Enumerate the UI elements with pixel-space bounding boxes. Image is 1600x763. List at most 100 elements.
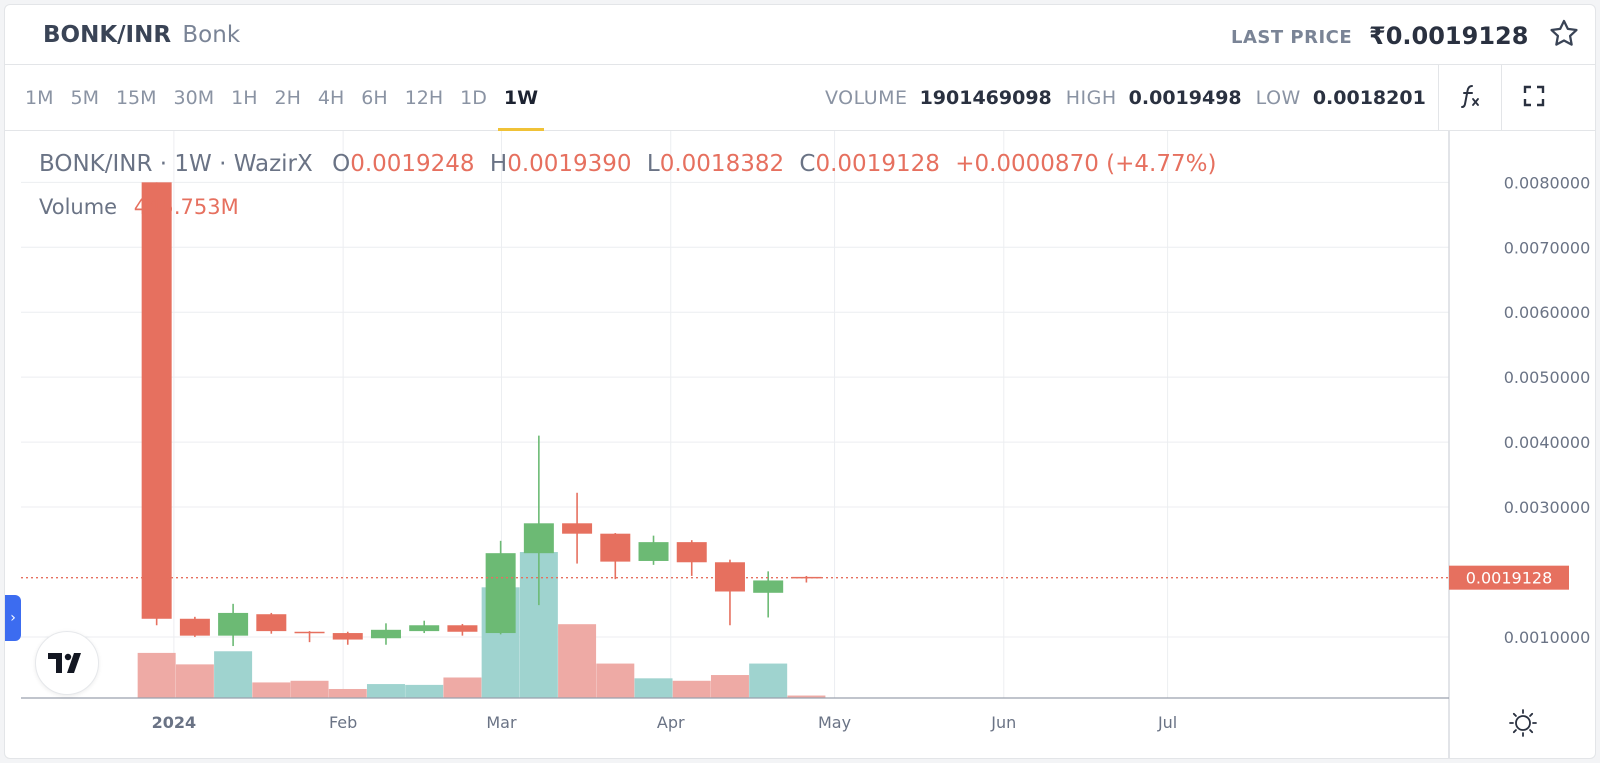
toolbar-divider (1438, 65, 1439, 131)
interval-2h[interactable]: 2H (274, 87, 301, 109)
volume-legend-value: 445.753M (133, 195, 239, 219)
volume-legend: Volume 445.753M (39, 195, 239, 219)
candle-body (753, 580, 784, 593)
interval-1m[interactable]: 1M (25, 87, 54, 109)
high-stat-value: 0.0019498 (1128, 87, 1242, 109)
close-label: C (799, 151, 816, 177)
volume-bar (710, 675, 749, 698)
last-price-tag-bg (1449, 565, 1569, 590)
time-axis: 2024 Feb Mar Apr May Jun Jul (152, 709, 1537, 737)
price-tick-label: 0.0080000 (1504, 173, 1591, 192)
chevron-right-icon[interactable]: › (5, 595, 21, 641)
star-icon[interactable] (1547, 17, 1581, 51)
candle-body (485, 553, 516, 634)
interval-1w[interactable]: 1W (497, 65, 545, 131)
ohlc-legend: BONK/INR · 1W · WazirX O0.0019248 H0.001… (39, 151, 1216, 177)
high-value: 0.0019390 (507, 151, 632, 177)
pair-name: Bonk (182, 22, 241, 48)
volume-bar (672, 680, 711, 698)
candle-body (600, 533, 631, 562)
volume-bar (175, 664, 214, 698)
fullscreen-button[interactable] (1503, 65, 1565, 131)
time-tick-label: Mar (486, 713, 517, 732)
candle-body (676, 542, 707, 563)
tradingview-logo-icon (48, 653, 81, 673)
time-tick-label: Feb (329, 713, 357, 732)
volume-bar (443, 677, 482, 698)
volume-bar (634, 678, 673, 698)
change-value: +0.0000870 (+4.77%) (955, 151, 1217, 177)
volume-bar (596, 663, 635, 698)
candle-body (256, 614, 287, 632)
interval-4h[interactable]: 4H (317, 87, 345, 109)
open-value: 0.0019248 (350, 151, 475, 177)
candle-body (638, 542, 669, 561)
indicators-button[interactable] (1439, 65, 1501, 131)
candle-body (294, 631, 325, 634)
low-label: L (646, 151, 660, 177)
pair-title: BONK/INR Bonk (43, 22, 240, 48)
time-tick-label: Apr (657, 713, 685, 732)
interval-1d[interactable]: 1D (460, 87, 487, 109)
tradingview-logo[interactable] (35, 631, 99, 695)
close-value: 0.0019128 (815, 151, 940, 177)
candlestick-chart[interactable]: 0.0080000 0.0070000 0.0060000 0.0050000 0.00… (5, 131, 1596, 759)
candle-body (179, 618, 210, 636)
candle-body (332, 633, 363, 640)
volume-bar (749, 663, 788, 698)
candle-body (562, 523, 593, 534)
volume-legend-label: Volume (39, 195, 118, 219)
price-tick-label: 0.0060000 (1504, 303, 1591, 322)
function-icon (1456, 82, 1484, 114)
candle-body (447, 625, 478, 632)
last-price-label: LAST PRICE (1231, 27, 1353, 48)
low-stat-label: LOW (1255, 87, 1301, 109)
low-stat-value: 0.0018201 (1312, 87, 1426, 109)
price-tick-label: 0.0050000 (1504, 368, 1591, 387)
interval-selector: 1M 5M 15M 30M 1H 2H 4H 6H 12H 1D 1W (25, 65, 555, 131)
interval-30m[interactable]: 30M (173, 87, 215, 109)
volume-bars (137, 552, 826, 698)
volume-bar (558, 624, 597, 698)
interval-12h[interactable]: 12H (404, 87, 444, 109)
interval-15m[interactable]: 15M (115, 87, 157, 109)
fullscreen-icon (1522, 84, 1546, 112)
price-tick-label: 0.0040000 (1504, 433, 1591, 452)
price-tick-label: 0.0010000 (1504, 628, 1591, 647)
last-price-tag-label: 0.0019128 (1466, 569, 1553, 588)
price-tick-label: 0.0030000 (1504, 498, 1591, 517)
market-stats: VOLUME 1901469098 HIGH 0.0019498 LOW 0.0… (825, 65, 1440, 131)
candle-body (218, 612, 249, 636)
price-tick-label: 0.0070000 (1504, 238, 1591, 257)
chart-widget: BONK/INR Bonk LAST PRICE ₹0.0019128 1M 5M… (4, 4, 1596, 759)
chart-toolbar: 1M 5M 15M 30M 1H 2H 4H 6H 12H 1D 1W VOLUME 1901469… (5, 65, 1595, 131)
last-price-value: ₹0.0019128 (1369, 22, 1529, 50)
volume-stat-label: VOLUME (825, 87, 908, 109)
settings-icon (1509, 709, 1537, 737)
volume-bar (137, 652, 176, 698)
candle-body (714, 562, 745, 592)
candle-body (409, 625, 440, 632)
high-label: H (489, 151, 508, 177)
legend-title: BONK/INR · 1W · WazirX (39, 151, 313, 177)
high-stat-label: HIGH (1065, 87, 1117, 109)
volume-bar (787, 695, 826, 698)
time-tick-label: 2024 (152, 713, 197, 732)
price-axis: 0.0080000 0.0070000 0.0060000 0.0050000 0.00… (1504, 173, 1591, 647)
interval-1h[interactable]: 1H (231, 87, 258, 109)
interval-5m[interactable]: 5M (70, 87, 99, 109)
candle-body (141, 182, 172, 619)
interval-6h[interactable]: 6H (361, 87, 388, 109)
candle-body (523, 523, 554, 554)
time-tick-label: Jul (1157, 713, 1177, 732)
header-bar: BONK/INR Bonk LAST PRICE ₹0.0019128 (5, 5, 1595, 65)
volume-stat-value: 1901469098 (919, 87, 1052, 109)
volume-bar (252, 682, 291, 698)
last-price-tag: 0.0019128 (1449, 565, 1569, 590)
toolbar-divider (1501, 65, 1502, 131)
candle-body (370, 629, 401, 639)
volume-bar (366, 684, 405, 698)
open-label: O (332, 151, 351, 177)
volume-bar (214, 651, 253, 698)
chart-area[interactable]: 0.0080000 0.0070000 0.0060000 0.0050000 0.00… (5, 131, 1596, 759)
